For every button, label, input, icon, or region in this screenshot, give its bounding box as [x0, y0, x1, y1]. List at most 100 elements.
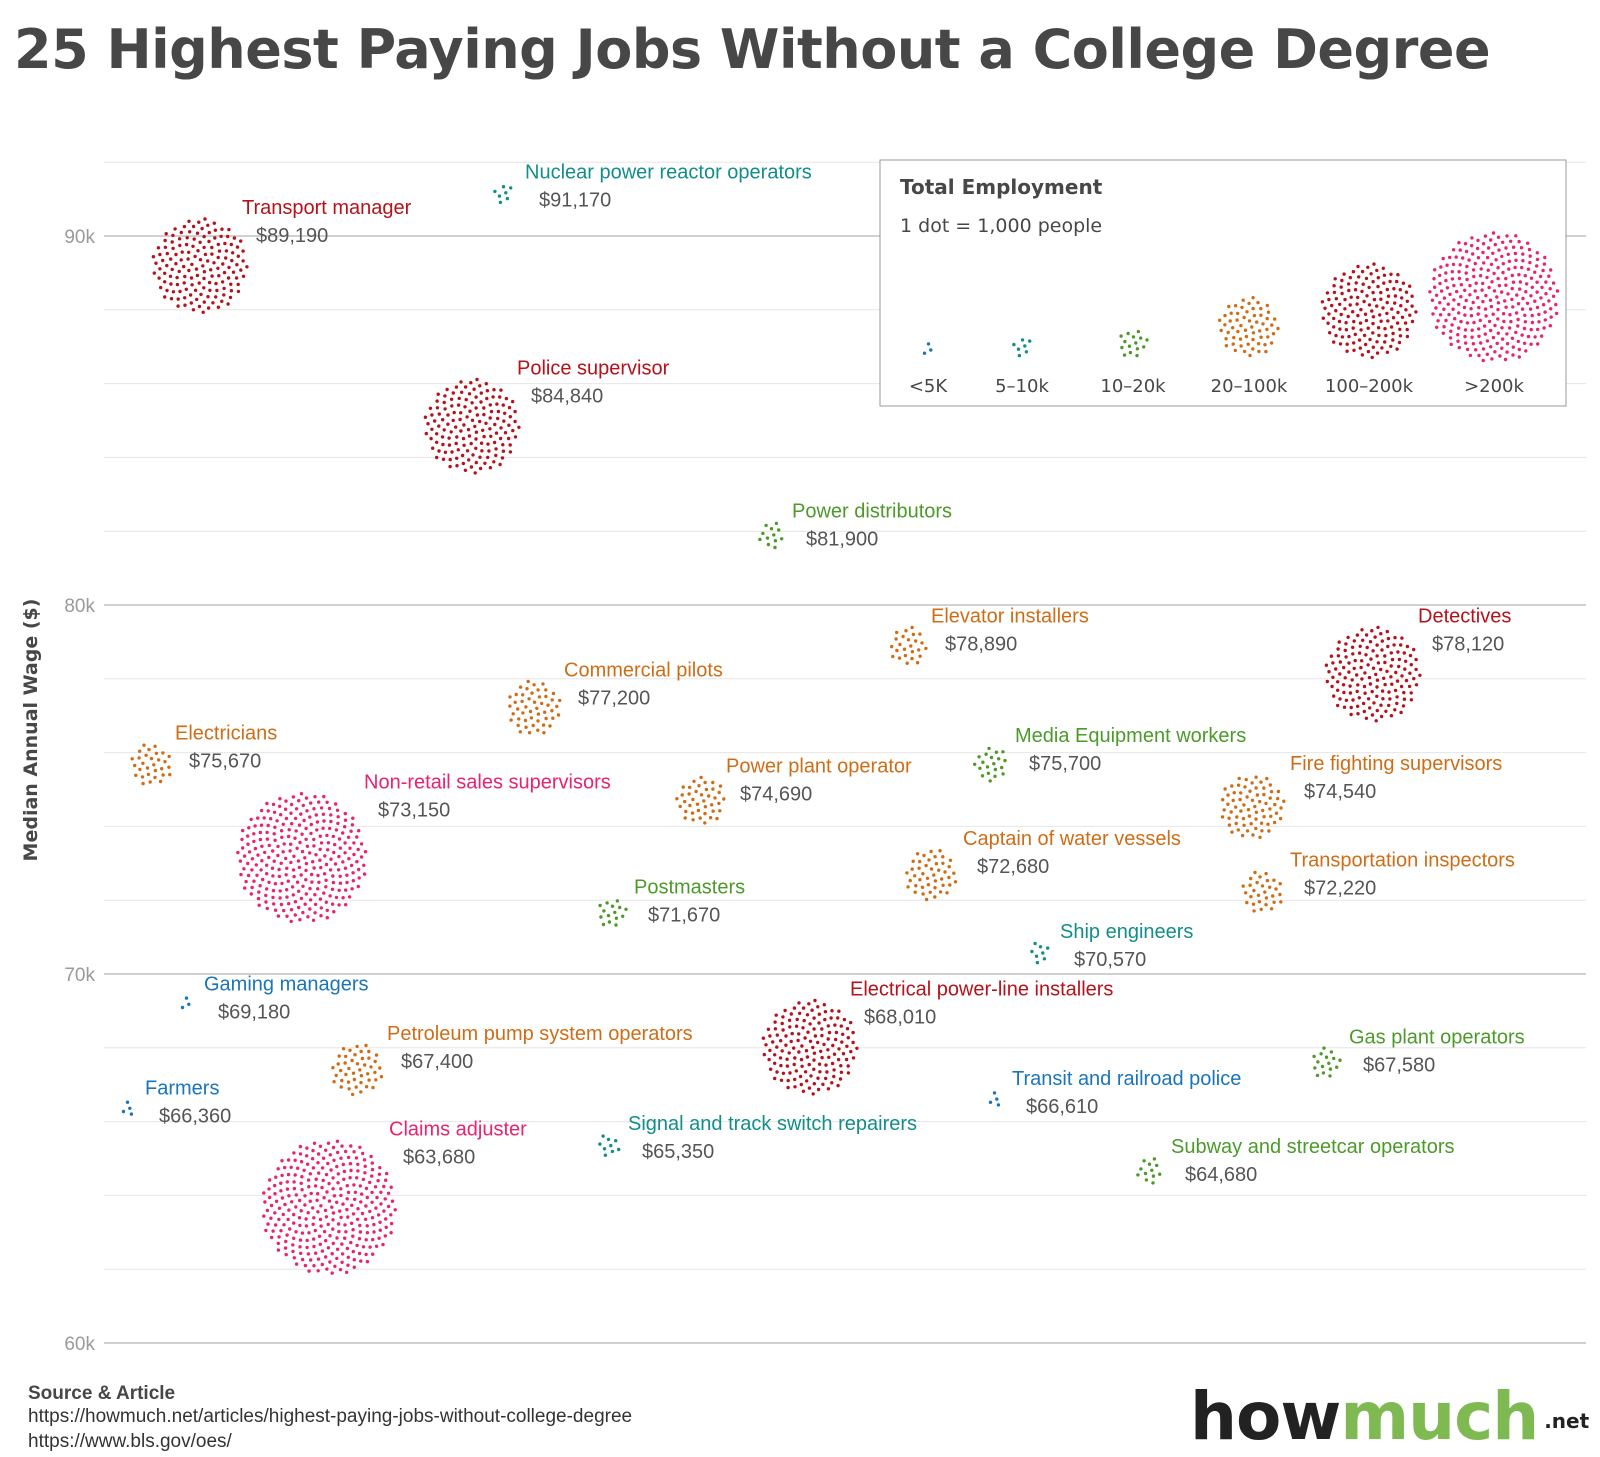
- employment-dot: [511, 712, 515, 716]
- employment-dot: [1509, 239, 1513, 243]
- employment-dot: [1259, 313, 1263, 317]
- employment-dot: [1522, 341, 1527, 345]
- employment-dot: [1345, 349, 1349, 353]
- employment-dot: [1020, 338, 1025, 342]
- employment-dot: [786, 1078, 790, 1083]
- employment-dot: [341, 1047, 346, 1051]
- employment-dot: [1389, 325, 1394, 329]
- employment-dot: [1489, 328, 1493, 333]
- employment-dot: [836, 1016, 840, 1020]
- employment-dot: [1491, 251, 1495, 255]
- employment-dot: [270, 1235, 274, 1240]
- source-link-bls[interactable]: https://www.bls.gov/oes/: [28, 1431, 232, 1452]
- employment-dot: [1383, 660, 1387, 665]
- employment-dot: [1351, 652, 1355, 656]
- employment-dot: [993, 767, 998, 772]
- job-name-label: Power plant operator: [726, 755, 912, 777]
- employment-dot: [717, 790, 721, 795]
- employment-dot: [247, 850, 252, 854]
- employment-dot: [364, 1252, 368, 1257]
- employment-dot: [349, 863, 354, 868]
- source-link-article[interactable]: https://howmuch.net/articles/highest-pay…: [28, 1406, 633, 1427]
- employment-dot: [1243, 328, 1248, 332]
- employment-dot: [265, 872, 269, 876]
- employment-dot: [1375, 340, 1379, 344]
- employment-dot: [338, 1209, 342, 1213]
- employment-dot: [263, 850, 267, 855]
- employment-dot: [1340, 335, 1345, 339]
- employment-dot: [836, 1083, 840, 1088]
- employment-dot: [834, 1037, 838, 1042]
- employment-dot: [451, 391, 455, 395]
- howmuch-logo: howmuch .net: [1190, 1384, 1589, 1456]
- employment-dot: [1042, 957, 1047, 961]
- employment-dot: [1468, 353, 1473, 358]
- employment-dot: [1242, 315, 1246, 320]
- employment-dot: [350, 1058, 354, 1063]
- employment-dot: [282, 842, 286, 846]
- employment-dot: [803, 1036, 807, 1040]
- employment-dot: [374, 1053, 379, 1057]
- employment-dot: [1142, 345, 1146, 349]
- employment-dot: [1342, 272, 1346, 276]
- employment-dot: [1251, 331, 1256, 335]
- employment-dot: [148, 780, 152, 784]
- employment-dot: [1374, 672, 1378, 677]
- employment-dot: [1273, 802, 1277, 807]
- employment-dot: [1256, 893, 1261, 897]
- employment-dot: [1371, 290, 1375, 295]
- employment-dot: [1230, 784, 1234, 788]
- employment-dot: [1151, 1181, 1155, 1185]
- employment-dot: [350, 1092, 355, 1097]
- employment-dot: [1516, 339, 1521, 344]
- employment-dot: [1395, 679, 1400, 683]
- employment-dot: [280, 835, 284, 839]
- employment-dot: [1136, 329, 1141, 334]
- employment-dot: [355, 1243, 359, 1248]
- employment-dot: [343, 866, 348, 870]
- employment-dot: [364, 1043, 368, 1048]
- employment-dot: [298, 1223, 302, 1228]
- employment-dot: [1282, 799, 1286, 803]
- employment-dot: [378, 1166, 382, 1170]
- employment-dot: [1017, 353, 1022, 358]
- employment-dot: [307, 1231, 311, 1235]
- employment-dot: [1375, 304, 1379, 308]
- employment-dot: [1379, 319, 1383, 323]
- employment-dot: [302, 818, 306, 823]
- employment-dot: [340, 1242, 344, 1246]
- employment-dot: [1526, 241, 1530, 245]
- employment-dot: [152, 271, 156, 275]
- employment-dot: [259, 808, 264, 813]
- employment-dot: [238, 859, 243, 863]
- employment-dot: [1468, 293, 1472, 297]
- employment-dot: [703, 811, 707, 816]
- employment-dot: [1357, 275, 1361, 279]
- employment-dot: [175, 282, 180, 287]
- job-name-label: Electricians: [175, 722, 277, 744]
- employment-dot: [163, 295, 167, 299]
- employment-dot: [1034, 954, 1039, 958]
- employment-dot: [1030, 949, 1034, 954]
- employment-dot: [1508, 326, 1512, 330]
- employment-dot: [1229, 810, 1233, 814]
- employment-dot: [354, 1156, 359, 1160]
- employment-dot: [1535, 280, 1539, 284]
- employment-dot: [703, 821, 707, 825]
- employment-dot: [245, 265, 249, 269]
- employment-dot: [203, 217, 207, 221]
- employment-dot: [322, 891, 326, 895]
- employment-dot: [308, 815, 312, 819]
- employment-dot: [433, 419, 437, 423]
- y-tick-label: 60k: [64, 1334, 95, 1355]
- employment-dot: [435, 399, 439, 403]
- employment-dot: [292, 1180, 296, 1184]
- employment-dot: [540, 701, 544, 706]
- employment-dot: [1219, 328, 1223, 333]
- employment-dot: [189, 276, 194, 280]
- employment-dot: [317, 1234, 322, 1239]
- employment-dot: [1251, 833, 1255, 837]
- employment-dot: [340, 1260, 344, 1265]
- employment-dot: [1381, 306, 1385, 310]
- employment-dot: [370, 1200, 374, 1205]
